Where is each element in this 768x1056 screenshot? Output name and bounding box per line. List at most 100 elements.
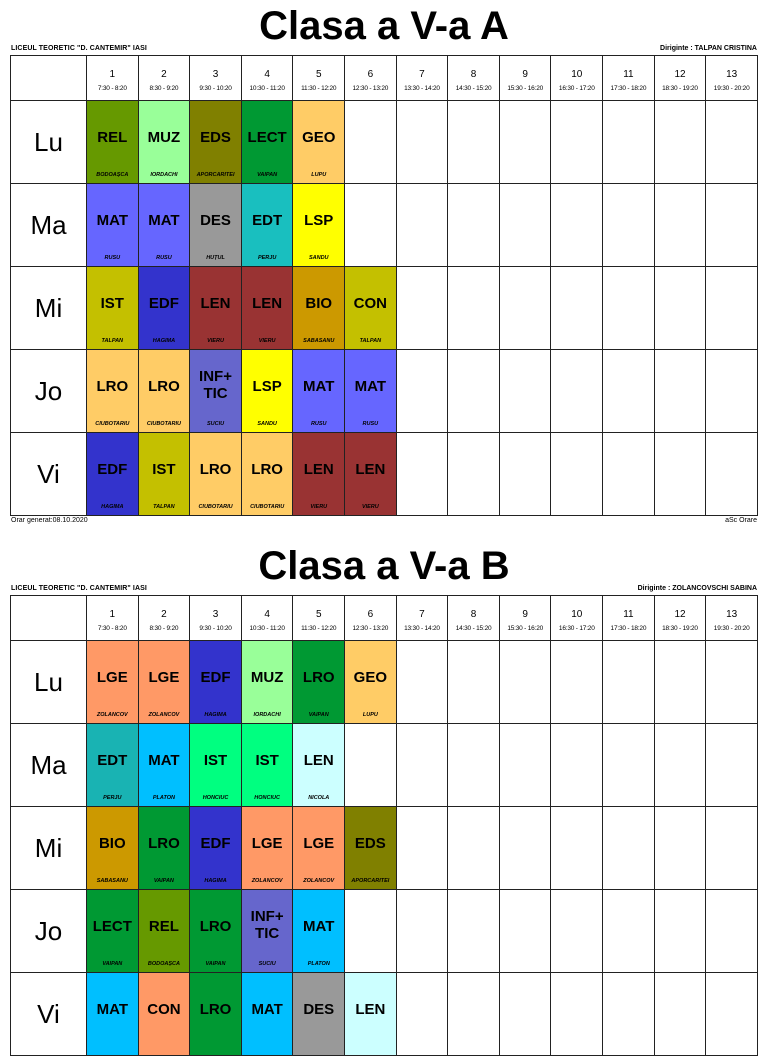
empty-cell (602, 349, 655, 433)
day-label: Vi (10, 972, 87, 1056)
empty-cell (653, 806, 707, 890)
lesson-cell[interactable]: IST HONCIUC (189, 723, 242, 807)
lesson-cell[interactable]: BIO SABASANU (86, 806, 139, 890)
lesson-teacher: ZOLANCOV (148, 712, 180, 718)
lesson-cell[interactable]: EDS APORCARITEI (344, 806, 397, 890)
lesson-subject: MAT (96, 1001, 128, 1018)
lesson-subject: IST (152, 461, 176, 478)
lesson-teacher: LUPU (311, 172, 327, 178)
period-header: 11 17:30 - 18:20 (602, 55, 655, 101)
period-number: 9 (522, 609, 528, 620)
lesson-teacher: PLATON (152, 795, 175, 801)
lesson-cell[interactable]: GEO LUPU (292, 100, 346, 184)
lesson-cell[interactable]: IST TALPAN (86, 266, 139, 350)
lesson-cell[interactable]: LGE ZOLANCOV (240, 806, 294, 890)
lesson-cell[interactable]: LSP SANDU (292, 183, 346, 267)
lesson-subject: GEO (302, 129, 336, 146)
period-header: 13 19:30 - 20:20 (705, 595, 758, 641)
period-number: 5 (315, 609, 322, 620)
period-number: 10 (571, 609, 583, 620)
lesson-cell[interactable]: MUZ IORDACHI (240, 640, 294, 724)
lesson-teacher: HAGIMĂ (152, 338, 176, 344)
lesson-subject: LRO (148, 835, 180, 852)
empty-cell (395, 266, 449, 350)
lesson-cell[interactable]: LRO VAIPAN (292, 640, 346, 724)
lesson-cell[interactable]: LRO VAIPAN (137, 806, 191, 890)
school-name: LICEUL TEORETIC "D. CANTEMIR" IASI (11, 45, 147, 52)
empty-cell (705, 349, 758, 433)
lesson-cell[interactable]: REL BODOAȘCĂ (86, 100, 139, 184)
period-time: 15:30 - 16:20 (507, 85, 544, 92)
lesson-cell[interactable]: MAT (86, 972, 139, 1056)
lesson-cell[interactable]: IST TALPAN (137, 432, 191, 516)
lesson-cell[interactable]: MAT RUSU (86, 183, 139, 267)
lesson-cell[interactable]: MAT RUSU (137, 183, 191, 267)
lesson-teacher: IORDACHI (150, 172, 178, 178)
day-row: Vi EDF HAGIMĂ IST TALPAN LRO CIUBOTARIU (10, 432, 758, 516)
lesson-teacher: PERJU (103, 795, 122, 801)
lesson-cell[interactable]: LRO CIUBOTARIU (137, 349, 191, 433)
lesson-subject: MAT (148, 752, 180, 769)
empty-cell (395, 889, 449, 973)
lesson-cell[interactable]: MAT PLATON (137, 723, 191, 807)
empty-cell (447, 100, 500, 184)
lesson-cell[interactable]: IST HONCIUC (240, 723, 294, 807)
lesson-cell[interactable]: LGE ZOLANCOV (292, 806, 346, 890)
lesson-cell[interactable]: EDF HAGIMĂ (189, 640, 242, 724)
lesson-cell[interactable]: LGE ZOLANCOV (137, 640, 191, 724)
empty-cell (395, 972, 449, 1056)
empty-cell (498, 972, 552, 1056)
day-label: Ma (10, 183, 87, 267)
lesson-cell[interactable]: GEO LUPU (344, 640, 397, 724)
lesson-cell[interactable]: EDF HAGIMĂ (137, 266, 191, 350)
lesson-cell[interactable]: LSP SANDU (240, 349, 294, 433)
lesson-cell[interactable]: LECT VAIPAN (86, 889, 139, 973)
lesson-cell[interactable]: LRO CIUBOTARIU (240, 432, 294, 516)
lesson-teacher: ZOLANCOV (251, 878, 283, 884)
lesson-cell[interactable]: LEN (344, 972, 397, 1056)
lesson-cell[interactable]: EDT PERJU (240, 183, 294, 267)
lesson-cell[interactable]: LGE ZOLANCOV (86, 640, 139, 724)
lesson-teacher: SABASANU (96, 878, 128, 884)
lesson-cell[interactable]: LEN VIERU (189, 266, 242, 350)
lesson-cell[interactable]: MAT RUSU (292, 349, 346, 433)
lesson-cell[interactable]: LEN NICOLA (292, 723, 346, 807)
period-header: 10 16:30 - 17:20 (550, 55, 604, 101)
lesson-cell[interactable]: EDF HAGIMĂ (189, 806, 242, 890)
lesson-cell[interactable]: INF+ TIC SUCIU (240, 889, 294, 973)
day-row: Ma EDT PERJU MAT PLATON IST HONCIUC IST (10, 723, 758, 807)
lesson-cell[interactable]: LEN VIERU (344, 432, 397, 516)
lesson-cell[interactable]: REL BODOAȘCĂ (137, 889, 191, 973)
lesson-cell[interactable]: EDS APORCARITEI (189, 100, 242, 184)
lesson-subject: BIO (305, 295, 333, 312)
lesson-cell[interactable]: CON (137, 972, 191, 1056)
lesson-cell[interactable]: BIO SABASANU (292, 266, 346, 350)
day-label: Jo (10, 349, 87, 433)
lesson-cell[interactable]: LRO VAIPAN (189, 889, 242, 973)
period-number: 1 (109, 609, 116, 620)
lesson-cell[interactable]: INF+ TIC SUCIU (189, 349, 242, 433)
lesson-cell[interactable]: LRO CIUBOTARIU (189, 432, 242, 516)
lesson-cell[interactable]: LECT VAIPAN (240, 100, 294, 184)
period-header: 12 18:30 - 19:20 (653, 55, 707, 101)
lesson-cell[interactable]: EDF HAGIMĂ (86, 432, 139, 516)
lesson-subject: BIO (98, 835, 126, 852)
lesson-subject: LRO (199, 918, 232, 935)
lesson-teacher: HAGIMĂ (204, 712, 227, 718)
lesson-cell[interactable]: EDT PERJU (86, 723, 139, 807)
lesson-cell[interactable]: LRO CIUBOTARIU (86, 349, 139, 433)
lesson-cell[interactable]: LEN VIERU (240, 266, 294, 350)
lesson-cell[interactable]: MAT RUSU (344, 349, 397, 433)
empty-cell (395, 806, 449, 890)
lesson-cell[interactable]: DES HUȚUL (189, 183, 242, 267)
lesson-cell[interactable]: MUZ IORDACHI (137, 100, 191, 184)
lesson-cell[interactable]: MAT (240, 972, 294, 1056)
lesson-cell[interactable]: LEN VIERU (292, 432, 346, 516)
lesson-cell[interactable]: CON TALPAN (344, 266, 397, 350)
lesson-teacher: HAGIMĂ (101, 504, 124, 510)
lesson-cell[interactable]: MAT PLATON (292, 889, 346, 973)
empty-cell (653, 349, 707, 433)
lesson-cell[interactable]: LRO (189, 972, 242, 1056)
lesson-cell[interactable]: DES (292, 972, 346, 1056)
empty-cell (447, 432, 500, 516)
